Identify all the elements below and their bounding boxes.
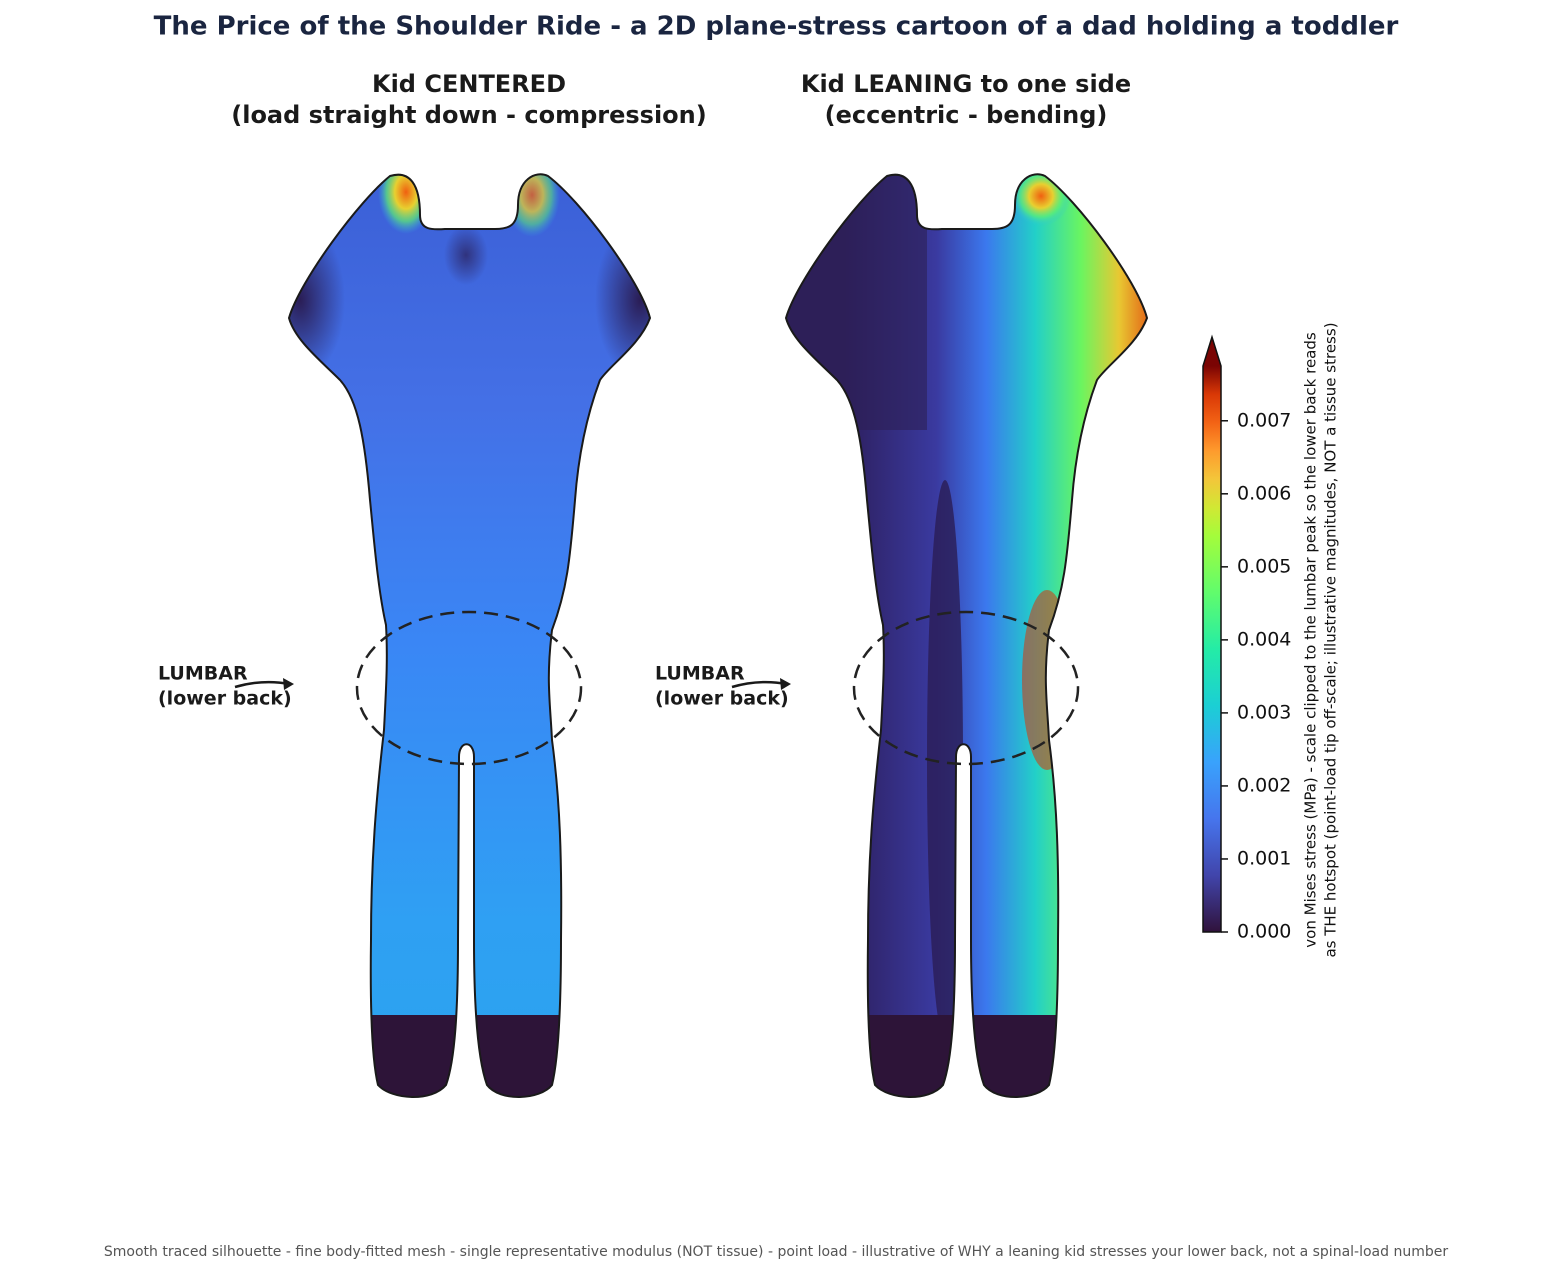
panel-centered: Kid CENTERED (load straight down - compr…: [158, 70, 707, 1099]
stress-field: [786, 174, 1147, 1098]
panel-title: Kid CENTERED: [372, 70, 566, 98]
colorbar-tick-label: 0.007: [1237, 409, 1291, 431]
annotation: LUMBAR: [655, 663, 745, 685]
colorbar-tick-label: 0.003: [1237, 701, 1291, 723]
annotation: LUMBAR: [158, 663, 248, 685]
colorbar-tick-label: 0.004: [1237, 628, 1291, 650]
panel-subtitle: (eccentric - bending): [825, 101, 1108, 129]
chart-title: The Price of the Shoulder Ride - a 2D pl…: [154, 12, 1399, 42]
colorbar-tick-label: 0.005: [1237, 555, 1291, 577]
panel-subtitle: (load straight down - compression): [231, 101, 706, 129]
colorbar: von Mises stress (MPa) - scale clipped t…: [1202, 322, 1340, 958]
stress-field: [289, 174, 650, 1098]
annotation: (lower back): [655, 688, 789, 710]
lumbar-ring: [355, 610, 583, 766]
colorbar-tick-label: 0.000: [1237, 921, 1291, 943]
panel-leaning: Kid LEANING to one side (eccentric - ben…: [655, 70, 1148, 1099]
colorbar-label: as THE hotspot (point-load tip off-scale…: [1322, 322, 1340, 957]
colorbar-label: von Mises stress (MPa) - scale clipped t…: [1302, 332, 1320, 948]
panel-title: Kid LEANING to one side: [801, 70, 1131, 98]
colorbar-tick-label: 0.006: [1237, 482, 1291, 504]
footer: Smooth traced silhouette - fine body-fit…: [104, 1244, 1448, 1260]
lumbar-ring: [852, 610, 1080, 766]
annotation: (lower back): [158, 688, 292, 710]
colorbar-tick-label: 0.002: [1237, 774, 1291, 796]
colorbar-tick-label: 0.001: [1237, 847, 1291, 869]
